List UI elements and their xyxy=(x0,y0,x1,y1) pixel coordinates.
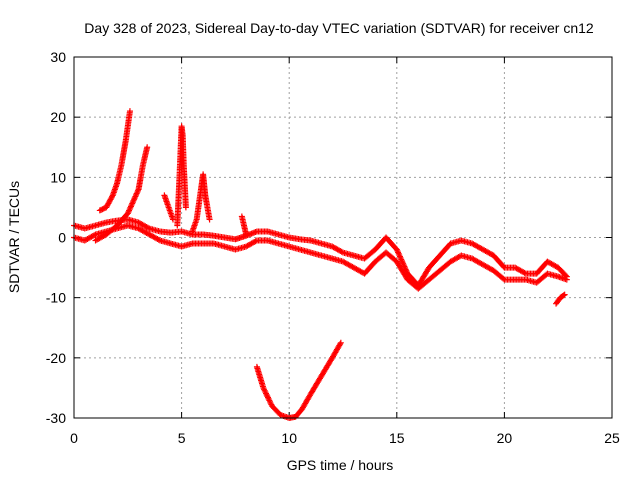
x-tick-label: 25 xyxy=(604,430,620,446)
data-point xyxy=(263,391,270,398)
data-point xyxy=(206,216,213,223)
data-point xyxy=(109,193,116,200)
data-point xyxy=(337,341,344,348)
series-morning-rise-b xyxy=(92,144,151,244)
data-point xyxy=(560,292,567,299)
x-tick-label: 5 xyxy=(178,430,186,446)
data-point xyxy=(155,236,162,243)
series-spike-4 xyxy=(161,192,176,223)
data-point xyxy=(260,384,267,391)
data-point xyxy=(500,275,507,282)
y-tick-label: 20 xyxy=(50,109,66,125)
data-point xyxy=(265,394,272,401)
x-tick-label: 10 xyxy=(281,430,297,446)
series-morning-rise-a xyxy=(96,108,133,214)
data-point xyxy=(266,397,273,404)
data-point xyxy=(144,224,151,231)
chart-title: Day 328 of 2023, Sidereal Day-to-day VTE… xyxy=(84,20,594,36)
data-point xyxy=(261,386,268,393)
x-tick-label: 0 xyxy=(70,430,78,446)
series-trough-10 xyxy=(253,339,344,421)
y-tick-label: -10 xyxy=(46,290,66,306)
data-point xyxy=(182,204,189,211)
data-point xyxy=(91,232,98,239)
data-point xyxy=(262,389,269,396)
series-spike-8 xyxy=(238,213,250,238)
series-late-drop xyxy=(553,291,568,307)
x-axis-label: GPS time / hours xyxy=(287,457,394,473)
data-point xyxy=(266,398,273,405)
data-point xyxy=(267,400,274,407)
data-point xyxy=(265,396,272,403)
data-point xyxy=(144,144,151,151)
data-point xyxy=(252,238,259,245)
data-point xyxy=(338,248,345,255)
axis-tick-labels: 0 5 10 15 20 25 -30 -20 -10 0 10 20 30 xyxy=(46,49,620,446)
series-main-band-lower xyxy=(71,222,570,292)
data-point xyxy=(126,108,133,115)
series-spike-6 xyxy=(189,171,213,235)
y-axis-label: SDTVAR / TECUs xyxy=(6,181,22,293)
data-point xyxy=(337,339,344,346)
data-point xyxy=(243,231,250,238)
data-point xyxy=(563,276,570,283)
data-point xyxy=(263,390,270,397)
data-points xyxy=(71,108,570,421)
data-point xyxy=(521,269,528,276)
data-point xyxy=(561,291,568,298)
y-tick-label: 0 xyxy=(58,230,66,246)
plot-frame xyxy=(73,56,613,419)
x-tick-label: 15 xyxy=(389,430,405,446)
y-tick-label: -20 xyxy=(46,350,66,366)
data-point xyxy=(169,216,176,223)
x-tick-label: 20 xyxy=(497,430,513,446)
y-tick-label: -30 xyxy=(46,410,66,426)
data-point xyxy=(264,393,271,400)
grid xyxy=(74,57,612,418)
data-point xyxy=(261,387,268,394)
y-tick-label: 10 xyxy=(50,169,66,185)
y-tick-label: 30 xyxy=(50,49,66,65)
